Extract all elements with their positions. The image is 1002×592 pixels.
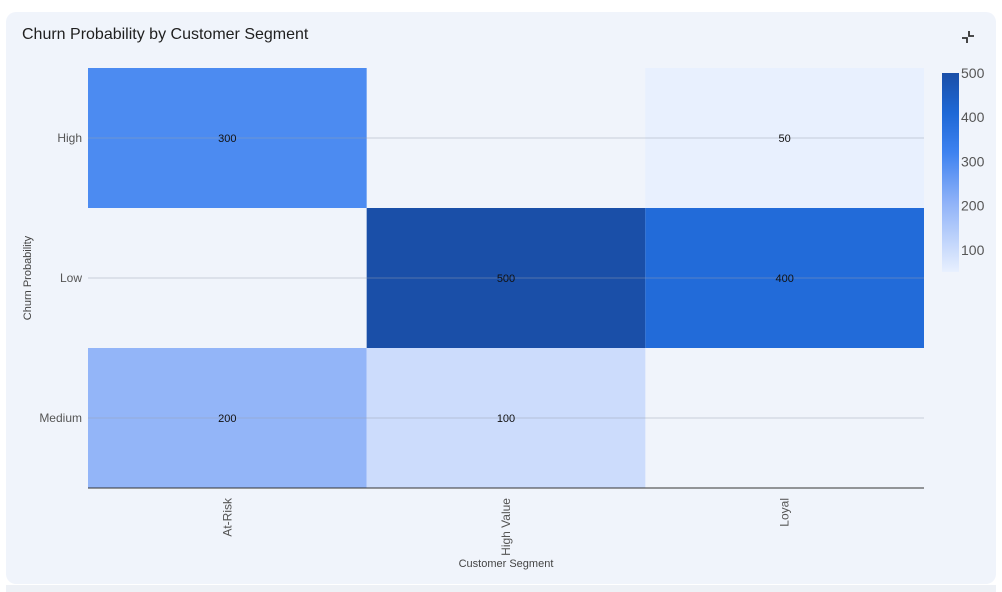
x-tick-label-loyal: Loyal [778, 498, 792, 527]
heatmap-cell-at-risk-medium [88, 348, 367, 488]
heatmap-cell-high-value-low [366, 208, 646, 348]
collapse-button[interactable] [957, 26, 979, 48]
cell-label-high-value-low: 500 [497, 273, 515, 285]
x-tick-label-at-risk: At-Risk [220, 497, 234, 537]
cell-label-at-risk-medium: 200 [218, 413, 236, 425]
bottom-strip [6, 585, 996, 592]
cell-label-loyal-high: 50 [779, 133, 791, 145]
colorbar-gradient [942, 73, 959, 272]
colorbar-tick-100: 100 [961, 242, 985, 258]
colorbar-tick-400: 400 [961, 109, 985, 125]
cell-label-loyal-low: 400 [775, 273, 793, 285]
x-tick-label-high-value: High Value [499, 498, 513, 556]
cell-label-at-risk-high: 300 [218, 133, 236, 145]
y-tick-label-high: High [57, 131, 82, 145]
collapse-icon [962, 31, 974, 43]
y-axis-title: Churn Probability [22, 235, 34, 320]
heatmap-cell-high-value-medium [366, 348, 646, 488]
colorbar: 100 200 300 400 500 [942, 65, 985, 272]
heatmap-cell-at-risk-high [88, 68, 367, 208]
colorbar-tick-300: 300 [961, 153, 985, 169]
x-axis-title: Customer Segment [459, 558, 554, 570]
gridlines [88, 137, 924, 419]
cell-label-high-value-medium: 100 [497, 413, 515, 425]
heatmap-cell-loyal-low [645, 208, 924, 348]
colorbar-tick-500: 500 [961, 65, 985, 81]
colorbar-tick-200: 200 [961, 198, 985, 214]
y-tick-label-medium: Medium [39, 411, 82, 425]
heatmap-cell-loyal-high [645, 68, 924, 208]
y-tick-label-low: Low [60, 271, 82, 285]
cell-labels: 300 50 500 400 200 100 [218, 133, 794, 425]
heatmap-cells [88, 68, 924, 488]
chart-title: Churn Probability by Customer Segment [22, 26, 309, 43]
axes: High Low Medium At-Risk High Value Loyal Custo… [22, 131, 924, 570]
